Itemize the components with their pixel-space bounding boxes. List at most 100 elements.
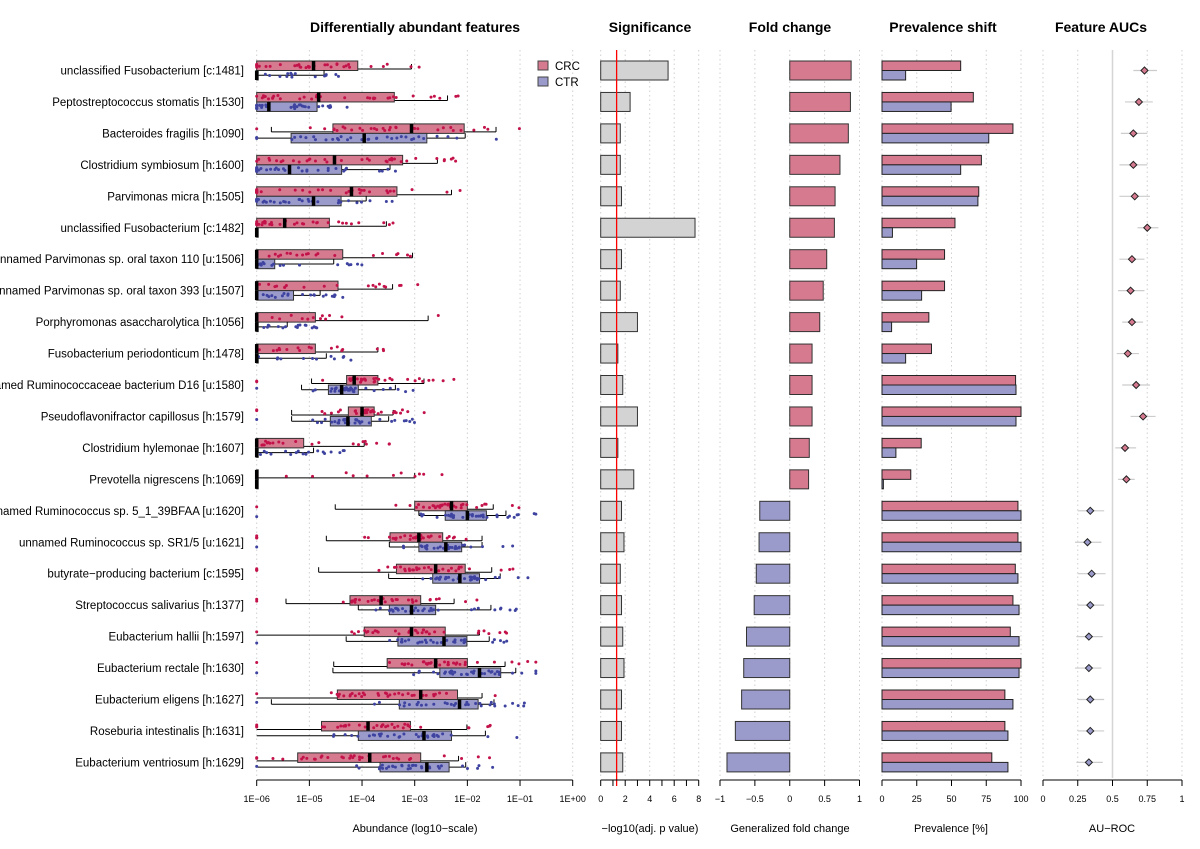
data-point-ctr (449, 702, 453, 706)
data-point-crc (306, 317, 310, 321)
data-point-crc (340, 755, 344, 759)
data-point-ctr (381, 388, 385, 392)
data-point-ctr (330, 420, 334, 424)
data-point-ctr (470, 670, 474, 674)
data-point-crc (394, 503, 398, 507)
data-point-ctr (429, 638, 433, 642)
data-point-ctr (388, 638, 392, 642)
prevalence-bar-ctr (881, 636, 1020, 647)
data-point-ctr (255, 103, 259, 107)
data-point-crc (365, 474, 369, 478)
data-point-ctr (311, 357, 315, 361)
data-point-ctr (257, 168, 261, 172)
data-point-ctr (255, 136, 259, 140)
data-point-ctr (321, 450, 325, 454)
data-point-crc (441, 126, 445, 130)
data-point-ctr (296, 449, 300, 453)
data-point-crc (405, 159, 409, 163)
data-point-ctr (349, 136, 353, 140)
data-point-crc (399, 535, 403, 539)
fold-change-bar (743, 658, 791, 679)
data-point-ctr (336, 421, 340, 425)
data-point-crc (366, 284, 370, 288)
data-point-crc (318, 317, 322, 321)
auc-point (1140, 66, 1149, 75)
feature-label: Fusobacterium periodonticum [h:1478] (48, 349, 244, 361)
data-point-ctr (412, 673, 416, 677)
prevalence-bar-ctr (881, 227, 893, 238)
auc-point (1138, 412, 1148, 421)
prevalence-bar-ctr (881, 415, 1017, 427)
data-point-crc (397, 691, 401, 695)
box-ctr (439, 667, 502, 679)
data-point-crc (511, 567, 515, 571)
data-point-crc (422, 411, 426, 415)
data-point-ctr (464, 703, 468, 707)
data-point-ctr (305, 169, 309, 173)
significance-bar (600, 720, 623, 741)
data-point-ctr (330, 387, 334, 391)
data-point-crc (390, 156, 394, 160)
data-point-crc (356, 630, 360, 634)
data-point-ctr (410, 763, 414, 767)
data-point-ctr (400, 763, 404, 767)
data-point-ctr (451, 515, 455, 519)
data-point-ctr (331, 137, 335, 141)
data-point-ctr (447, 513, 451, 517)
fold-change-bar (789, 406, 813, 427)
tick-label: 0 (879, 794, 884, 804)
data-point-crc (332, 128, 336, 132)
data-point-crc (428, 597, 432, 601)
box-ctr (329, 415, 372, 427)
data-point-crc (260, 96, 264, 100)
data-point-crc (377, 568, 381, 572)
data-point-crc (401, 693, 405, 697)
data-point-crc (255, 379, 259, 383)
data-point-ctr (478, 701, 482, 705)
data-point-ctr (349, 358, 353, 362)
data-point-crc (374, 285, 378, 289)
data-point-ctr (472, 607, 476, 611)
data-point-crc (407, 630, 411, 634)
data-point-crc (475, 660, 479, 664)
data-point-crc (464, 537, 468, 541)
data-point-crc (391, 95, 395, 99)
data-point-ctr (341, 295, 345, 299)
data-point-ctr (454, 702, 458, 706)
data-point-crc (273, 285, 277, 289)
data-point-ctr (481, 515, 485, 519)
data-point-crc (390, 378, 394, 382)
data-point-ctr (462, 638, 466, 642)
data-point-ctr (484, 578, 488, 582)
data-point-crc (311, 220, 315, 224)
data-point-crc (452, 377, 456, 381)
data-point-crc (411, 568, 415, 572)
feature-label: unnamed Parvimonas sp. oral taxon 393 [u… (0, 286, 244, 298)
prevalence-bar-crc (881, 186, 980, 197)
data-point-crc (372, 377, 376, 381)
data-point-crc (392, 565, 396, 569)
data-point-ctr (355, 201, 359, 205)
data-point-ctr (316, 168, 320, 172)
tick-label: 100 (1013, 794, 1028, 804)
data-point-crc (421, 536, 425, 540)
data-point-ctr (378, 417, 382, 421)
data-point-ctr (393, 418, 397, 422)
data-point-crc (425, 662, 429, 666)
data-point-crc (449, 126, 453, 130)
data-point-crc (391, 756, 395, 760)
data-point-crc (350, 599, 354, 603)
data-point-crc (317, 441, 321, 445)
data-point-ctr (290, 75, 294, 79)
data-point-crc (358, 191, 362, 195)
data-point-crc (433, 630, 437, 634)
data-point-ctr (347, 199, 351, 203)
data-point-crc (308, 190, 312, 194)
data-point-ctr (261, 293, 265, 297)
data-point-crc (364, 442, 368, 446)
data-point-crc (377, 377, 381, 381)
data-point-crc (301, 188, 305, 192)
panel-title-abundance: Differentially abundant features (310, 19, 520, 35)
data-point-ctr (281, 326, 285, 330)
data-point-ctr (441, 732, 445, 736)
